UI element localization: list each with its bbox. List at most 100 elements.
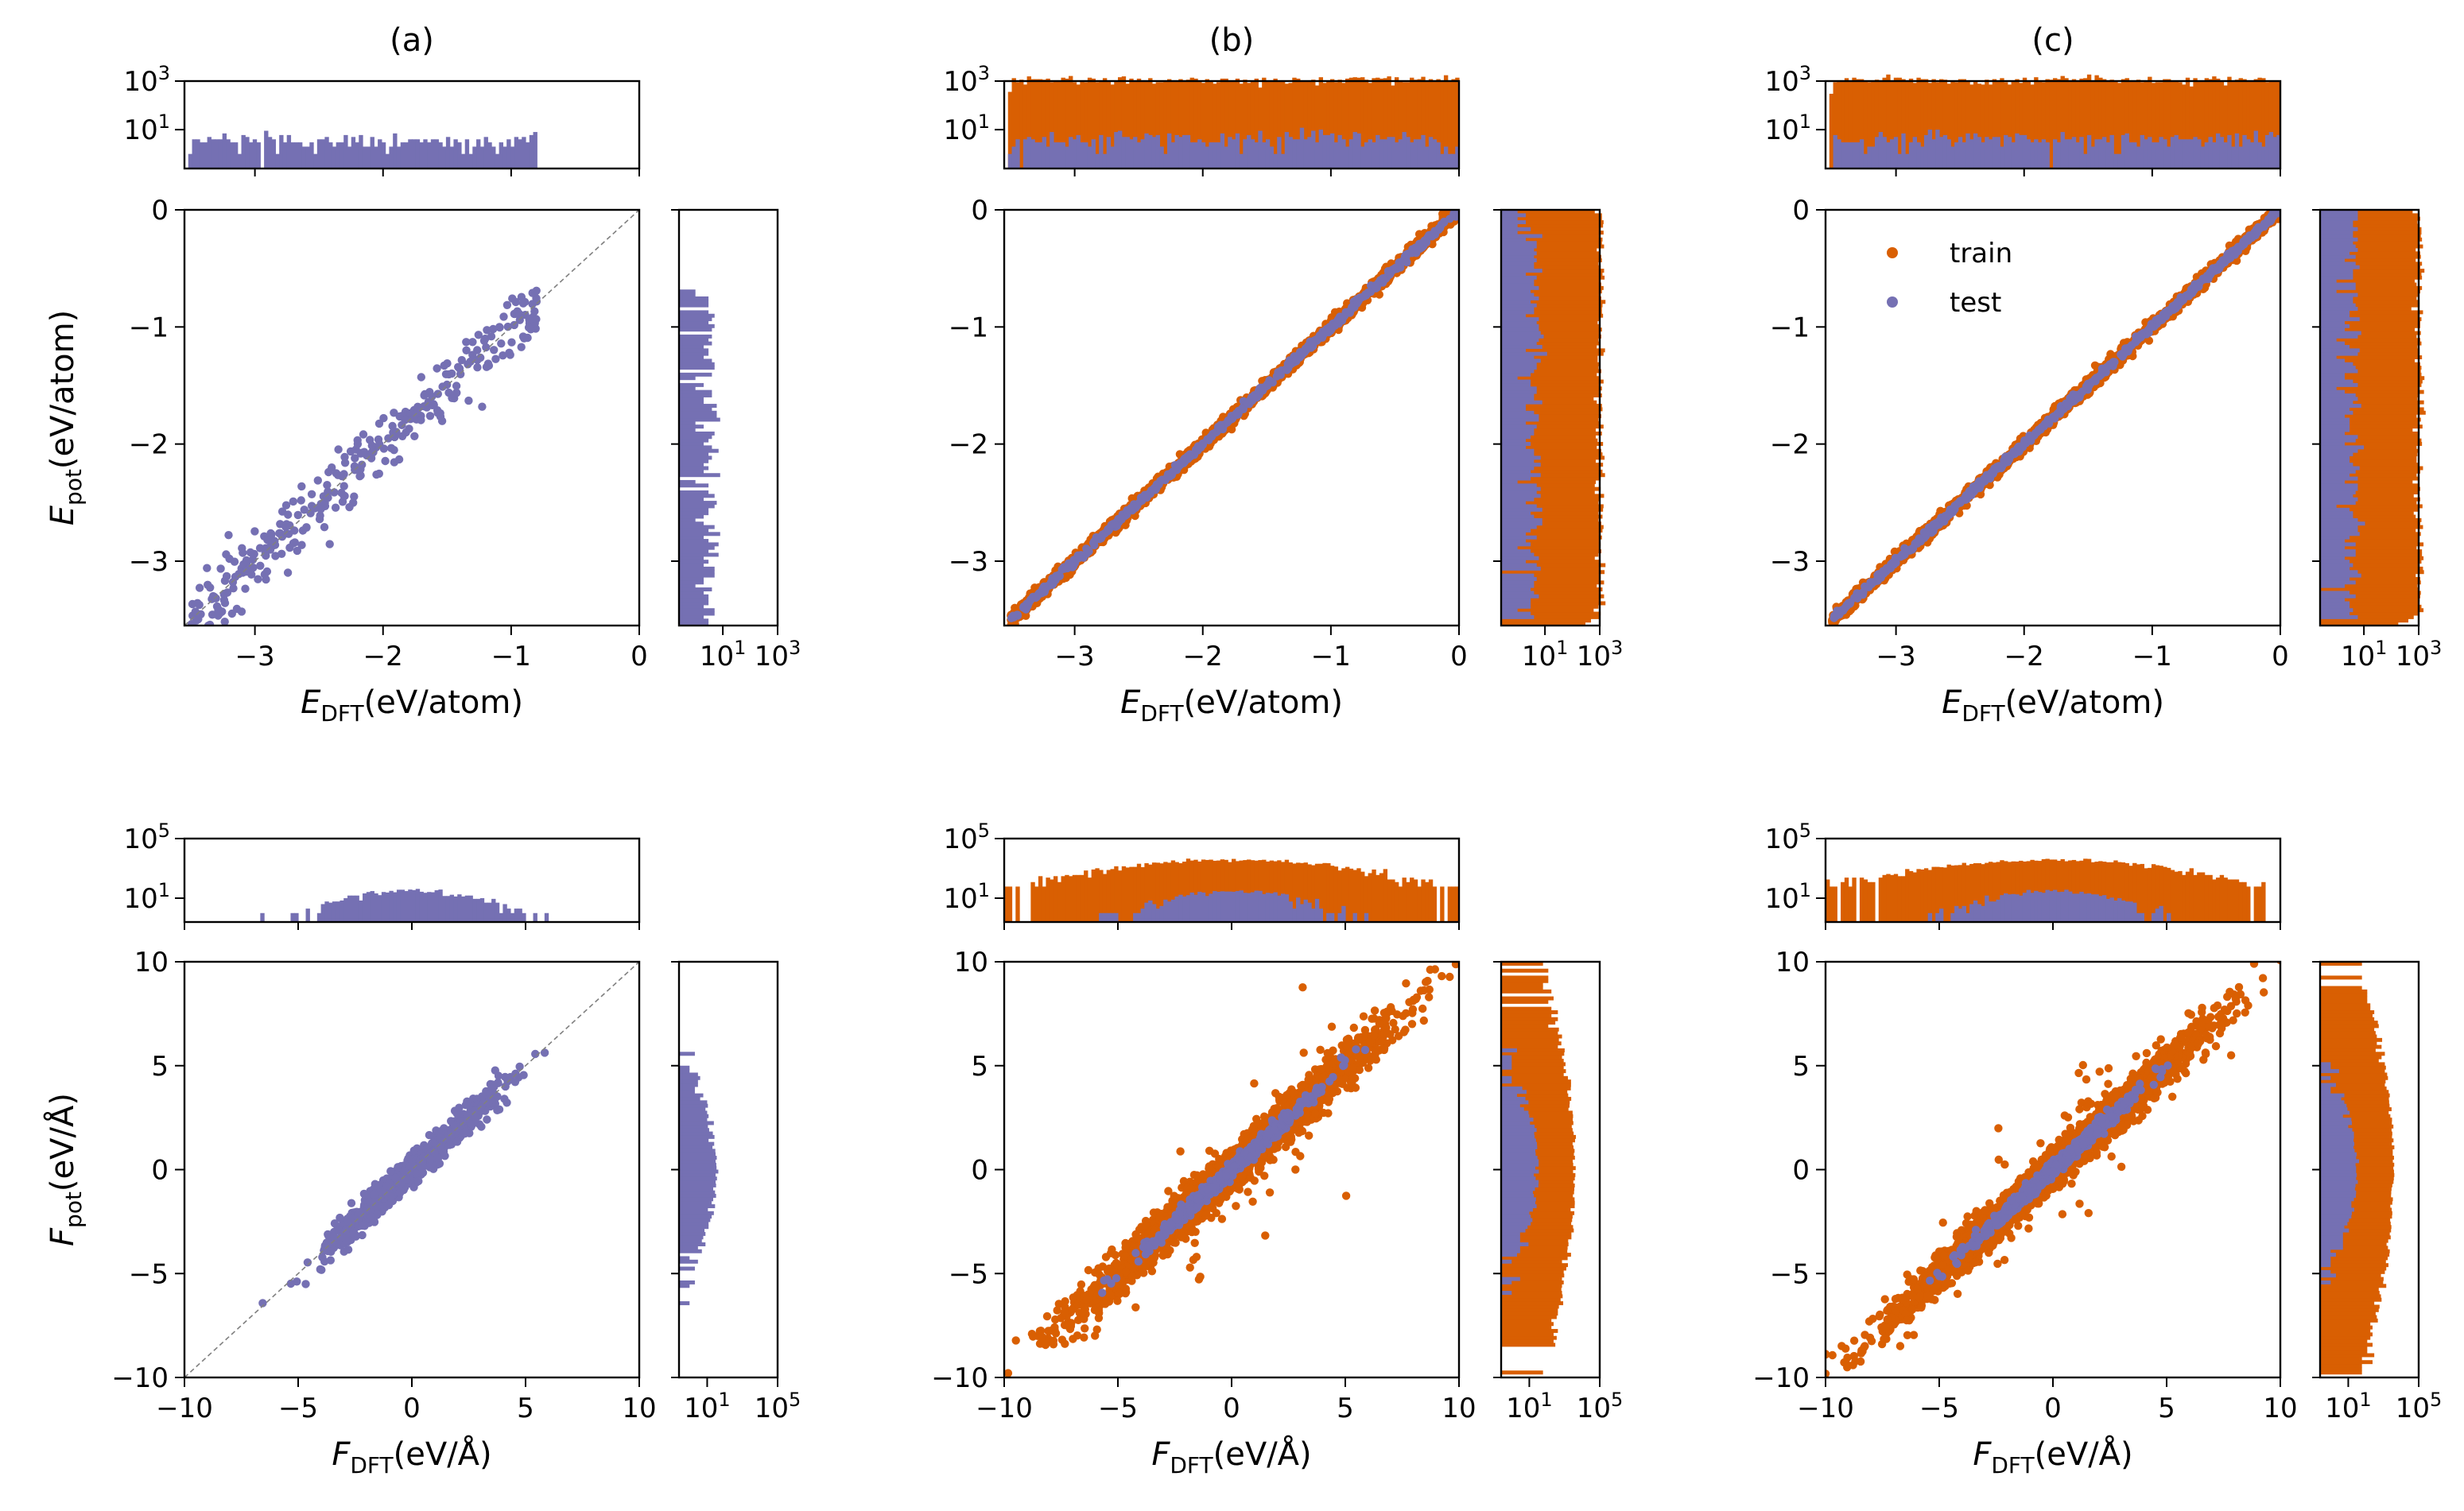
hist-bar-train [1501, 293, 1600, 297]
data-point-test [1453, 210, 1459, 215]
marginal-y-tick-label: 101 [700, 637, 747, 672]
hist-bar-test [679, 532, 720, 537]
hist-bar-train [1030, 79, 1035, 169]
hist-bar-train [1501, 528, 1603, 533]
data-point-test [281, 501, 291, 509]
marginal-x-tick-label: 101 [943, 110, 990, 146]
hist-bar-test [188, 153, 193, 169]
hist-bar-train [1501, 313, 1604, 318]
data-point-test [440, 361, 448, 370]
hist-bar-train [1501, 486, 1601, 491]
hist-bar-test [1501, 334, 1544, 339]
hist-bar-test [457, 142, 462, 169]
data-point-test [230, 557, 239, 566]
hist-bar-test [378, 139, 382, 169]
hist-bar-train [1235, 78, 1240, 169]
hist-bar-test [679, 303, 709, 308]
data-point-test [356, 471, 365, 480]
x-tick-label: −1 [1311, 641, 1351, 672]
hist-bar-test [1189, 142, 1194, 169]
hist-bar-test [1501, 400, 1542, 405]
hist-bar-train [1501, 598, 1601, 602]
hist-bar-train [1501, 331, 1601, 335]
data-point-test [409, 414, 418, 423]
hist-bar-test [1501, 483, 1537, 488]
data-point-test [222, 550, 231, 559]
data-point-test [532, 315, 541, 324]
hist-bar-test [679, 622, 709, 626]
hist-bar-train [1501, 469, 1603, 474]
data-point-test [1141, 493, 1150, 502]
hist-bar-test [1501, 497, 1535, 502]
hist-bar-train [1376, 77, 1380, 169]
data-point-test [293, 510, 302, 520]
hist-bar-test [679, 549, 709, 554]
hist-bar-test [1501, 542, 1531, 547]
data-point-train [1065, 570, 1074, 579]
hist-bar-test [336, 142, 341, 169]
hist-bar-test [1383, 139, 1388, 169]
hist-bar-test [1015, 139, 1020, 169]
hist-bar-test [679, 535, 704, 540]
hist-bar-test [1501, 341, 1537, 346]
hist-bar-train [1254, 78, 1259, 169]
hist-bar-train [1247, 83, 1251, 169]
hist-bar-test [332, 146, 337, 169]
data-point-test [524, 323, 534, 332]
hist-bar-test [679, 580, 704, 585]
hist-bar-test [1140, 139, 1145, 169]
hist-bar-test [385, 153, 390, 169]
hist-bar-test [679, 504, 715, 509]
hist-bar-test [1501, 560, 1527, 564]
data-point-test [316, 511, 324, 520]
x-axis-label: EDFT(eV/atom) [301, 684, 523, 726]
data-point-test [510, 309, 518, 319]
hist-bar-test [510, 146, 515, 169]
data-point-test [1353, 297, 1362, 307]
hist-bar-train [1501, 386, 1602, 391]
hist-bar-test [679, 344, 704, 349]
hist-bar-test [514, 137, 519, 169]
data-point-test [187, 620, 196, 626]
hist-bar-train [1019, 79, 1024, 169]
data-point-test [1127, 504, 1135, 513]
data-point-test [1292, 355, 1301, 364]
hist-bar-train [1250, 81, 1255, 169]
data-point-test [323, 481, 332, 490]
hist-bar-train [1379, 78, 1384, 169]
data-point-test [413, 402, 422, 411]
hist-bar-test [1413, 139, 1418, 169]
data-point-test [238, 544, 246, 552]
hist-bar-test [347, 146, 352, 169]
hist-bar-test [499, 142, 503, 169]
data-point-test [293, 546, 301, 556]
hist-bar-test [526, 142, 530, 169]
marginal-x-frame [1003, 79, 1461, 170]
data-point-test [351, 454, 359, 463]
hist-bar-train [1501, 417, 1599, 422]
data-point-test [202, 633, 210, 641]
hist-bar-train [1262, 77, 1267, 169]
hist-bar-train [1224, 78, 1228, 169]
hist-bar-test [1501, 604, 1531, 609]
data-point-test [281, 522, 290, 531]
hist-bar-test [1110, 146, 1115, 169]
data-point-test [410, 432, 419, 440]
hist-bar-test [343, 134, 348, 169]
hist-bar-train [1189, 77, 1194, 169]
hist-bar-train [1345, 78, 1350, 169]
hist-bar-train [1007, 91, 1013, 169]
hist-bar-train [1501, 514, 1603, 519]
hist-bar-test [1501, 552, 1535, 557]
hist-bar-test [1224, 146, 1228, 169]
hist-bar-test [679, 334, 712, 339]
hist-bar-train [1178, 79, 1183, 169]
data-point-test [224, 531, 233, 540]
hist-bar-test [1417, 139, 1422, 169]
data-point-test [417, 416, 425, 424]
data-point-test [483, 326, 491, 335]
data-point-test [489, 324, 498, 334]
hist-bar-test [1501, 549, 1531, 554]
